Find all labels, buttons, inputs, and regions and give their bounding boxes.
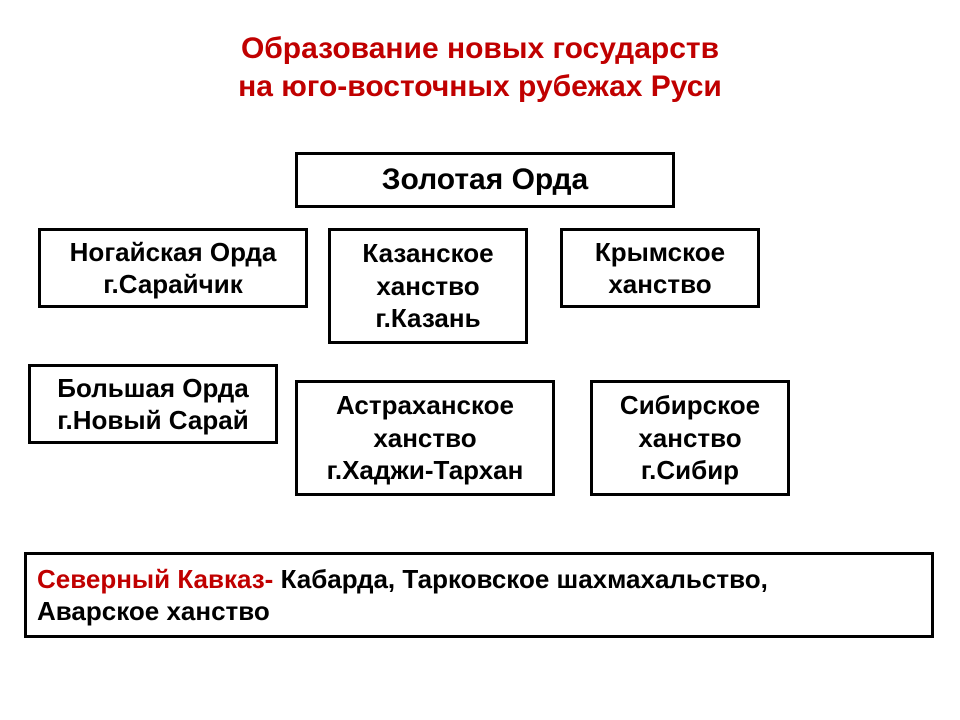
- box-content-astrakhan: Астраханскоеханствог.Хаджи-Тархан: [327, 389, 524, 487]
- box-big-horde: Большая Ордаг.Новый Сарай: [28, 364, 278, 444]
- box-content-big-horde: Большая Ордаг.Новый Сарай: [57, 372, 248, 437]
- box-kazan: Казанскоеханствог.Казань: [328, 228, 528, 344]
- bottom-box-caucasus: Северный Кавказ- Кабарда, Тарковское шах…: [24, 552, 934, 638]
- box-crimea: Крымскоеханство: [560, 228, 760, 308]
- root-box-golden-horde: Золотая Орда: [295, 152, 675, 208]
- box-content-kazan: Казанскоеханствог.Казань: [362, 237, 493, 335]
- root-box-text: Золотая Орда: [382, 161, 588, 199]
- box-content-siberia: Сибирскоеханствог.Сибир: [620, 389, 760, 487]
- slide-title: Образование новых государств на юго-вост…: [0, 0, 960, 123]
- box-content-crimea: Крымскоеханство: [595, 236, 725, 301]
- box-astrakhan: Астраханскоеханствог.Хаджи-Тархан: [295, 380, 555, 496]
- title-line2: на юго-восточных рубежах Руси: [238, 70, 722, 103]
- bottom-red-text: Северный Кавказ-: [37, 564, 273, 594]
- box-content-nogai: Ногайская Ордаг.Сарайчик: [70, 236, 277, 301]
- box-nogai: Ногайская Ордаг.Сарайчик: [38, 228, 308, 308]
- box-siberia: Сибирскоеханствог.Сибир: [590, 380, 790, 496]
- title-line1: Образование новых государств: [241, 32, 719, 65]
- bottom-box-content: Северный Кавказ- Кабарда, Тарковское шах…: [37, 563, 768, 628]
- bottom-black-text1: Кабарда, Тарковское шахмахальство,: [273, 564, 768, 594]
- bottom-black-text2: Аварское ханство: [37, 596, 270, 626]
